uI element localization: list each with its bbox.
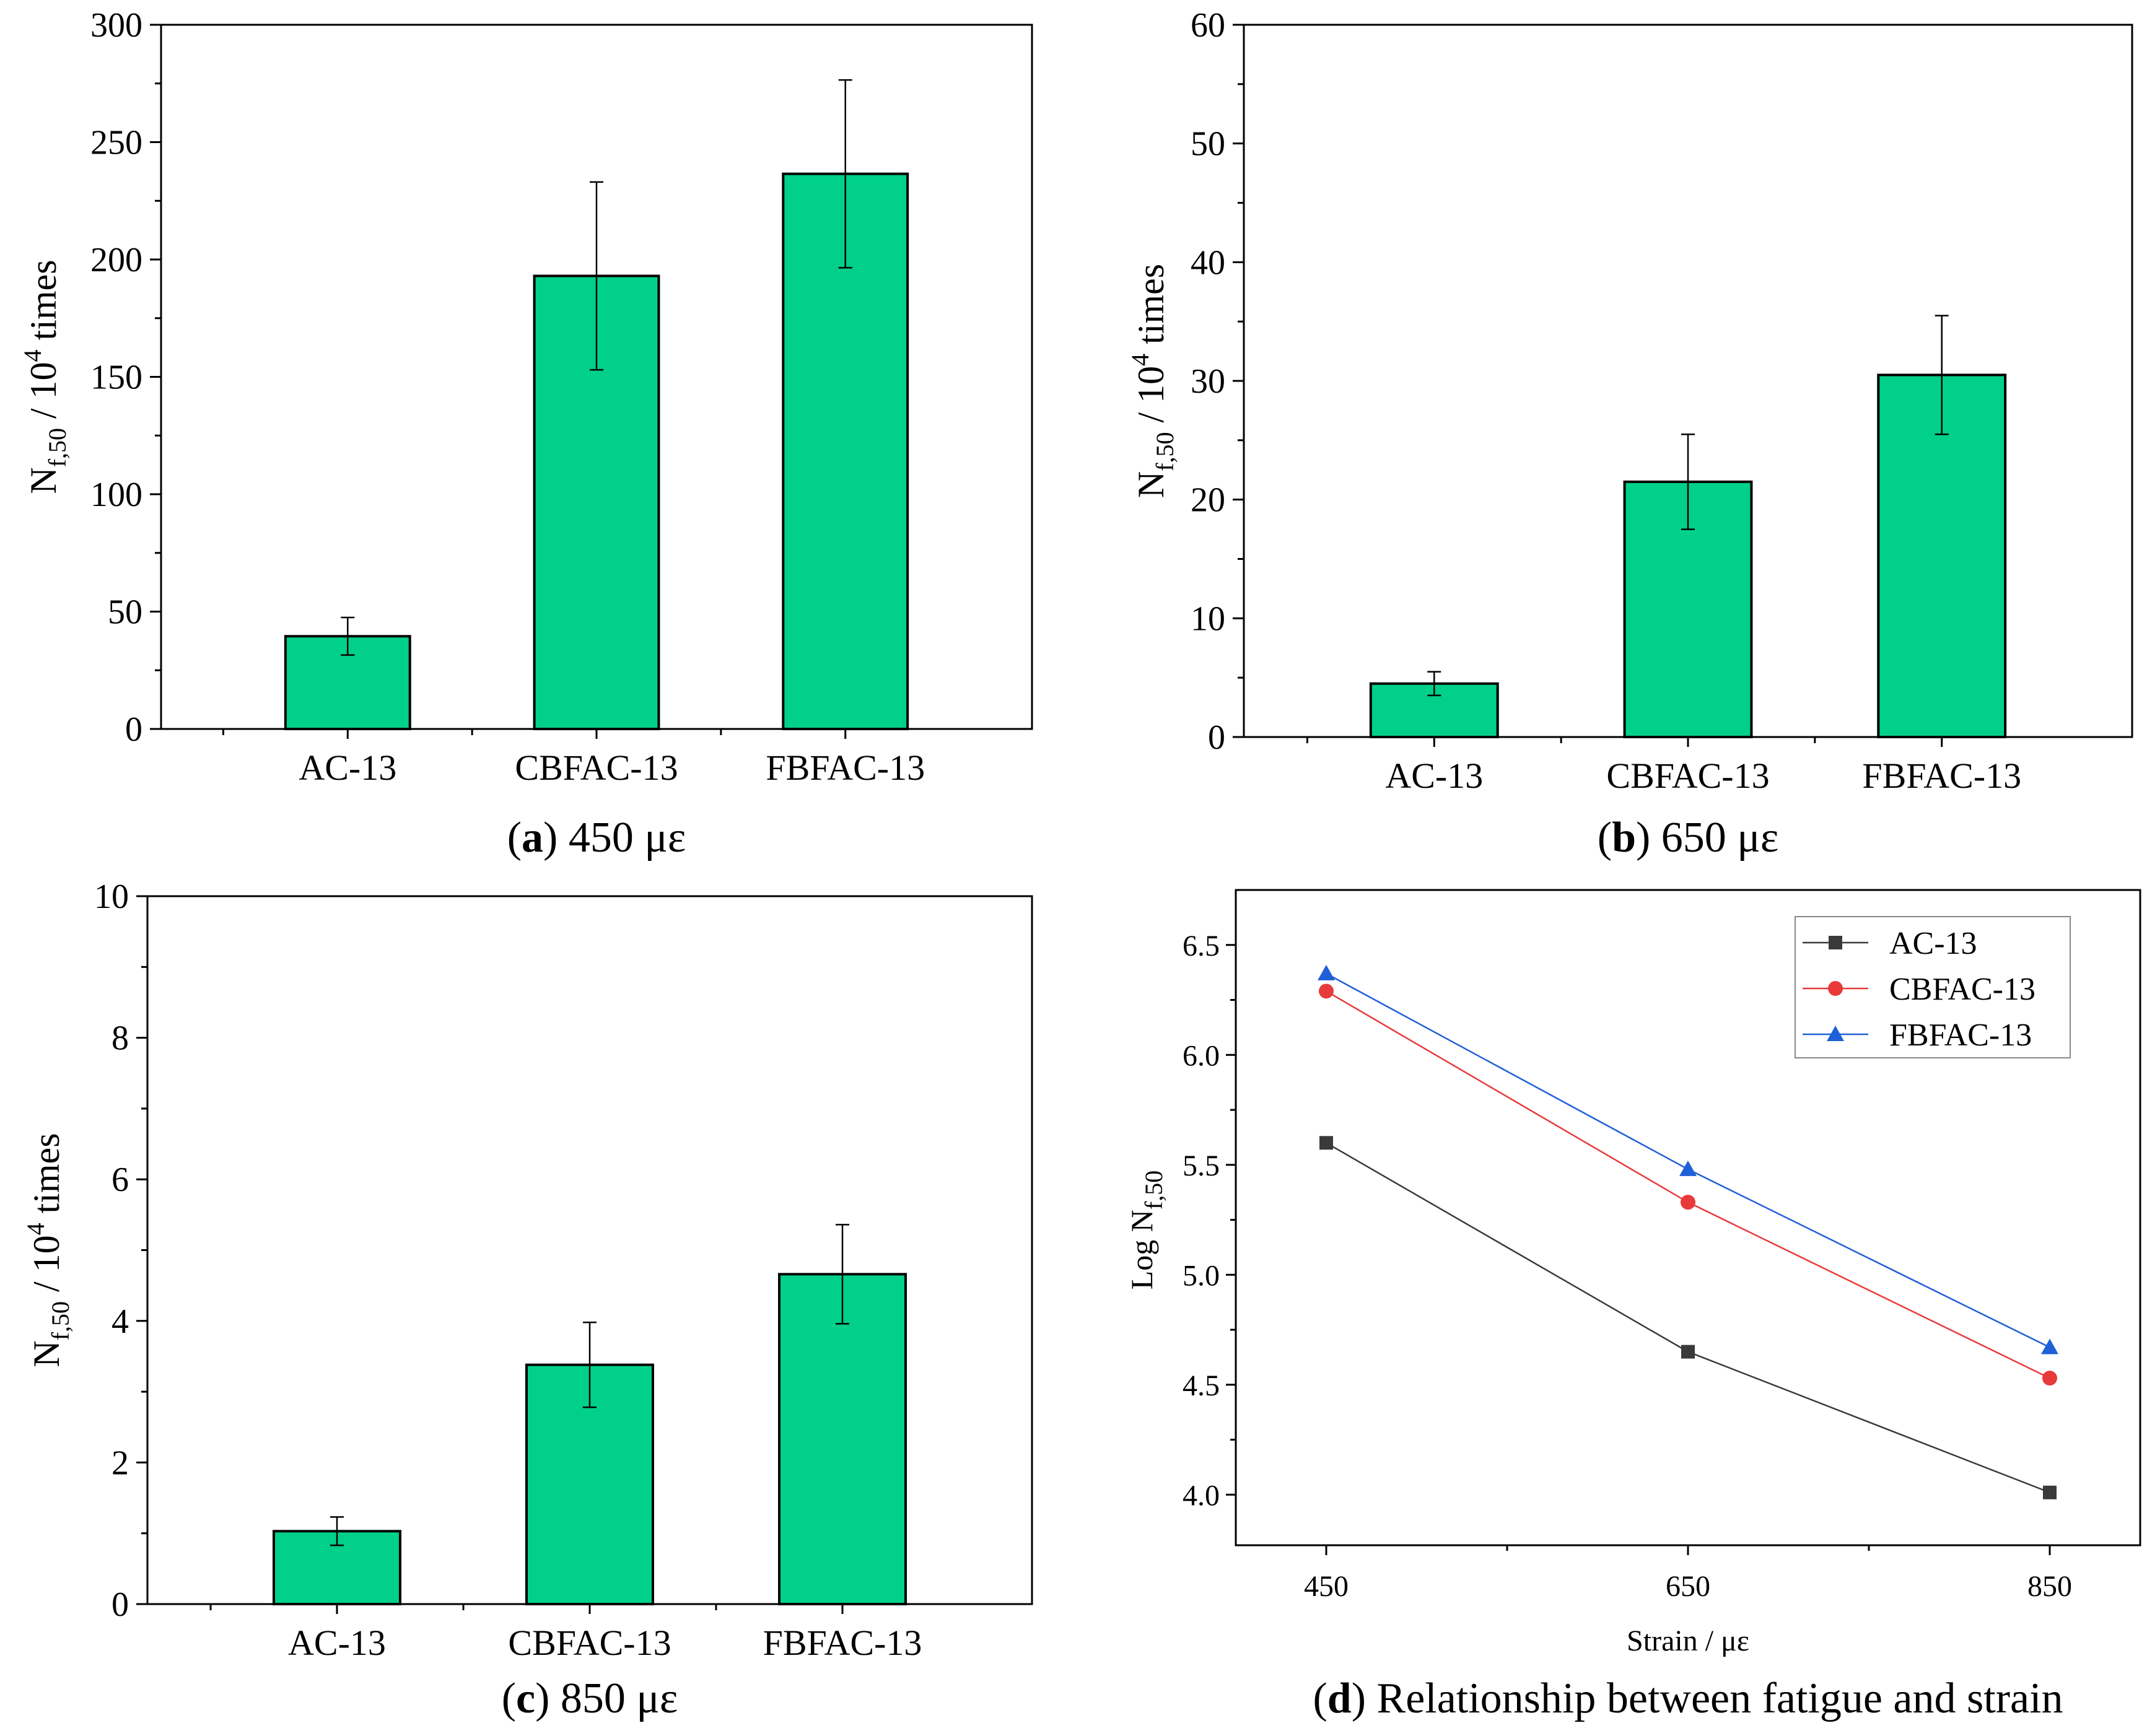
x-tick-label: AC-13 <box>288 1623 386 1663</box>
y-tick-label: 0 <box>1208 718 1225 757</box>
panel-b: 0 10 20 30 40 50 60 AC-13 CBFAC-13 FBFAC-13 Nf,50 … <box>1126 6 2133 861</box>
data-point-cbfac-13 <box>1681 1195 1695 1210</box>
data-point-fbfac-13 <box>2041 1338 2058 1354</box>
y-tick-label: 4.5 <box>1183 1369 1220 1402</box>
x-axis-label: Strain / με <box>1627 1625 1749 1657</box>
y-tick-label: 0 <box>125 710 142 749</box>
legend-marker <box>1827 1026 1844 1041</box>
y-tick-label: 150 <box>90 359 142 397</box>
x-tick-label: 650 <box>1666 1570 1710 1603</box>
legend-label: CBFAC-13 <box>1889 972 2035 1007</box>
y-tick-label: 0 <box>112 1586 129 1624</box>
y-tick-label: 4.0 <box>1183 1479 1220 1512</box>
panel-caption: (b) 650 με <box>1598 814 1778 861</box>
y-tick-label: 100 <box>90 476 142 514</box>
data-point-cbfac-13 <box>1319 984 1334 999</box>
y-tick-label: 20 <box>1191 481 1225 520</box>
legend-label: AC-13 <box>1889 926 1977 961</box>
x-tick-label: CBFAC-13 <box>508 1623 671 1663</box>
y-tick-label: 8 <box>112 1019 129 1058</box>
y-tick-label: 200 <box>90 241 142 279</box>
y-tick-label: 5.5 <box>1183 1149 1220 1182</box>
y-tick-label: 4 <box>112 1302 129 1341</box>
y-tick-label: 40 <box>1191 243 1225 282</box>
y-tick-label: 30 <box>1191 362 1225 401</box>
y-tick-label: 300 <box>90 6 142 45</box>
panel-a: 0 50 100 150 200 250 300 AC-13 CBFAC-13 FBFAC-13 N… <box>19 6 1033 861</box>
bar-ac-13 <box>1369 682 1499 738</box>
x-tick-label: CBFAC-13 <box>1606 756 1769 796</box>
data-point-cbfac-13 <box>2042 1371 2057 1386</box>
y-tick-label: 50 <box>108 593 142 632</box>
x-tick-label: AC-13 <box>1385 756 1483 796</box>
y-tick-label: 2 <box>112 1444 129 1482</box>
y-tick-label: 10 <box>1191 600 1225 638</box>
bar-fbfac-13 <box>1877 373 2007 738</box>
data-point-ac-13 <box>2043 1485 2057 1499</box>
panel-caption: (c) 850 με <box>502 1675 678 1722</box>
y-tick-label: 50 <box>1191 125 1225 164</box>
y-tick-label: 250 <box>90 124 142 162</box>
y-tick-label: 5.0 <box>1183 1259 1220 1292</box>
y-tick-label: 10 <box>94 878 129 916</box>
y-axis-label: Nf,50 / 104 times <box>19 260 71 494</box>
y-tick-label: 6.0 <box>1183 1039 1220 1072</box>
x-tick-label: FBFAC-13 <box>763 1623 922 1663</box>
y-tick-label: 6 <box>112 1161 129 1199</box>
panel-caption: (a) 450 με <box>507 814 686 861</box>
legend-label: FBFAC-13 <box>1889 1018 2032 1053</box>
y-tick-label: 6.5 <box>1183 930 1220 962</box>
data-point-ac-13 <box>1319 1136 1333 1150</box>
x-tick-label: FBFAC-13 <box>1862 756 2021 796</box>
x-tick-label: AC-13 <box>299 748 396 788</box>
panel-caption: (d) Relationship between fatigue and str… <box>1313 1675 2063 1722</box>
x-tick-label: FBFAC-13 <box>766 748 925 788</box>
x-tick-label: 450 <box>1304 1570 1349 1603</box>
data-point-fbfac-13 <box>1318 964 1335 980</box>
legend-marker <box>1828 981 1843 996</box>
data-point-ac-13 <box>1681 1345 1695 1359</box>
panel-d: 4.0 4.5 5.0 5.5 6.0 6.5 450 650 850 Strain / με Lo… <box>1124 889 2141 1722</box>
data-point-fbfac-13 <box>1679 1160 1697 1176</box>
y-axis-label: Nf,50 / 104 times <box>1126 264 1179 498</box>
bar-fbfac-13 <box>782 172 909 731</box>
legend-marker <box>1829 936 1842 949</box>
y-axis-label: Nf,50 / 104 times <box>22 1133 74 1367</box>
x-tick-label: 850 <box>2027 1570 2072 1603</box>
y-axis-label: Log Nf,50 <box>1124 1171 1168 1289</box>
x-tick-label: CBFAC-13 <box>515 748 678 788</box>
panel-c: 0 2 4 6 8 10 AC-13 CBFAC-13 FBFAC-13 Nf,50 / 104 … <box>22 878 1033 1722</box>
y-tick-label: 60 <box>1191 6 1225 45</box>
